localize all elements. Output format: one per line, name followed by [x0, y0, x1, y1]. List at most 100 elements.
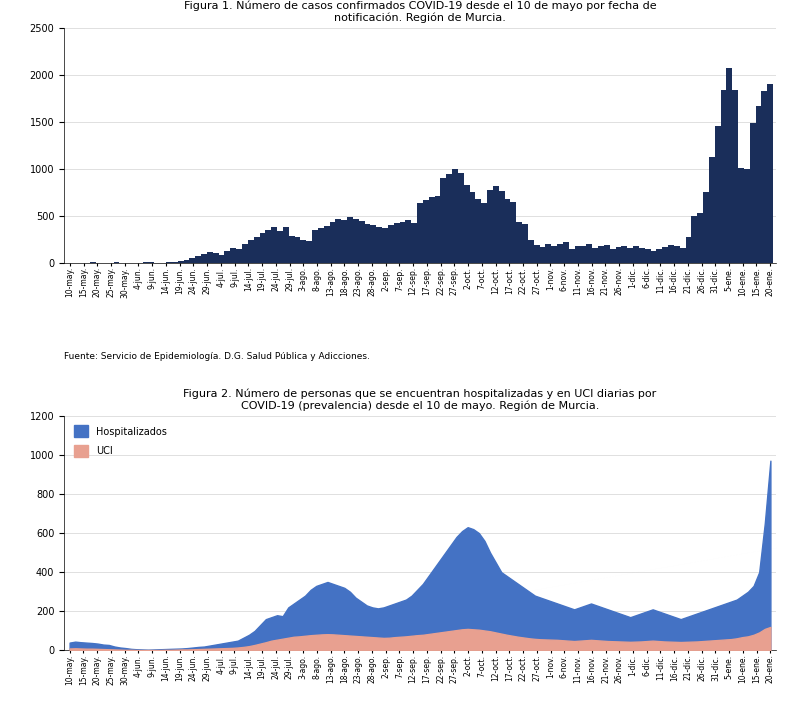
Bar [394, 223, 399, 263]
Bar [732, 90, 738, 263]
Bar [534, 245, 540, 263]
Bar [324, 226, 330, 263]
Bar [166, 262, 172, 263]
Bar [172, 262, 178, 263]
Bar [767, 83, 773, 263]
Bar [242, 245, 248, 263]
Bar [744, 169, 750, 263]
Bar [615, 247, 622, 263]
Bar [306, 242, 312, 263]
Bar [353, 219, 358, 263]
Bar [388, 225, 394, 263]
Bar [178, 261, 184, 263]
Bar [370, 226, 376, 263]
Bar [610, 249, 615, 263]
Bar [190, 258, 195, 263]
Bar [592, 248, 598, 263]
Bar [429, 197, 434, 263]
Bar [510, 202, 516, 263]
Bar [656, 249, 662, 263]
Bar [622, 246, 627, 263]
Bar [569, 249, 574, 263]
Bar [399, 222, 406, 263]
Bar [650, 251, 656, 263]
Bar [406, 220, 411, 263]
Bar [259, 233, 266, 263]
Bar [755, 106, 762, 263]
Bar [709, 157, 714, 263]
Bar [482, 203, 487, 263]
Bar [498, 191, 505, 263]
Bar [277, 231, 283, 263]
Bar [698, 214, 703, 263]
Bar [551, 246, 557, 263]
Bar [691, 216, 698, 263]
Bar [516, 222, 522, 263]
Legend: Hospitalizados, UCI: Hospitalizados, UCI [69, 421, 172, 462]
Bar [207, 252, 213, 263]
Bar [738, 168, 744, 263]
Bar [522, 223, 528, 263]
Bar [335, 219, 342, 263]
Bar [289, 236, 294, 263]
Bar [423, 200, 429, 263]
Bar [574, 246, 581, 263]
Bar [714, 126, 721, 263]
Bar [213, 252, 218, 263]
Bar [633, 246, 639, 263]
Bar [452, 169, 458, 263]
Bar [318, 228, 324, 263]
Bar [668, 245, 674, 263]
Bar [505, 199, 510, 263]
Bar [271, 228, 277, 263]
Bar [283, 228, 289, 263]
Bar [686, 237, 691, 263]
Bar [464, 185, 470, 263]
Bar [662, 247, 668, 263]
Bar [581, 246, 586, 263]
Bar [411, 223, 417, 263]
Bar [358, 221, 365, 263]
Bar [184, 260, 190, 263]
Bar [434, 197, 441, 263]
Bar [446, 174, 452, 263]
Bar [225, 251, 230, 263]
Bar [726, 68, 732, 263]
Bar [563, 243, 569, 263]
Bar [604, 245, 610, 263]
Bar [540, 247, 546, 263]
Bar [342, 220, 347, 263]
Bar [300, 240, 306, 263]
Bar [195, 255, 201, 263]
Bar [750, 123, 755, 263]
Bar [762, 91, 767, 263]
Bar [557, 245, 563, 263]
Bar [236, 249, 242, 263]
Bar [546, 245, 551, 263]
Bar [703, 192, 709, 263]
Bar [312, 230, 318, 263]
Bar [266, 230, 271, 263]
Bar [528, 240, 534, 263]
Bar [598, 246, 604, 263]
Bar [470, 192, 475, 263]
Bar [382, 228, 388, 263]
Bar [347, 217, 353, 263]
Bar [376, 228, 382, 263]
Title: Figura 1. Número de casos confirmados COVID-19 desde el 10 de mayo por fecha de
: Figura 1. Número de casos confirmados CO… [184, 1, 656, 23]
Bar [201, 254, 207, 263]
Bar [586, 245, 592, 263]
Bar [627, 248, 633, 263]
Bar [441, 177, 446, 263]
Bar [475, 199, 482, 263]
Bar [721, 90, 726, 263]
Bar [218, 255, 225, 263]
Text: Fuente: Servicio de Epidemiología. D.G. Salud Pública y Adicciones.: Fuente: Servicio de Epidemiología. D.G. … [64, 352, 370, 361]
Bar [645, 249, 650, 263]
Bar [149, 262, 154, 263]
Bar [330, 222, 335, 263]
Bar [254, 237, 259, 263]
Bar [487, 189, 493, 263]
Bar [417, 203, 423, 263]
Bar [680, 248, 686, 263]
